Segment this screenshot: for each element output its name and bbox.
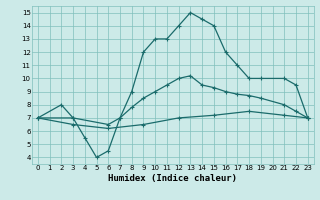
X-axis label: Humidex (Indice chaleur): Humidex (Indice chaleur) <box>108 174 237 183</box>
